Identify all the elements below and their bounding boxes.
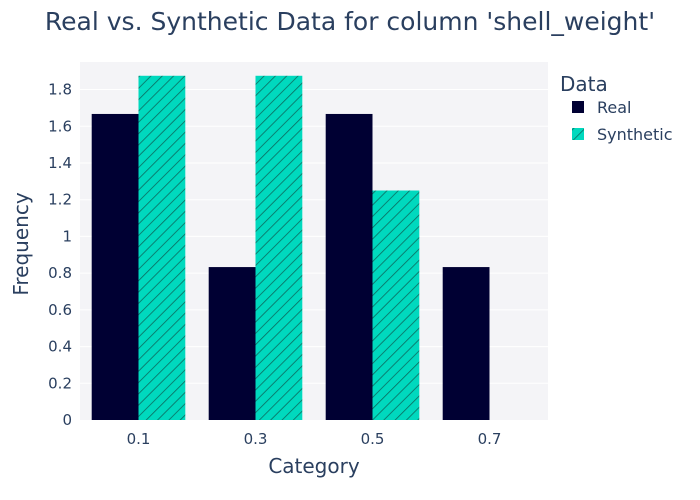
y-tick-label: 1.8 <box>48 81 72 99</box>
legend-label-real: Real <box>597 98 632 117</box>
y-tick-label: 0.4 <box>48 338 72 356</box>
y-tick-label: 1.6 <box>48 117 72 135</box>
x-tick-label: 0.1 <box>127 430 151 448</box>
x-tick-label: 0.5 <box>361 430 385 448</box>
y-tick-label: 0.8 <box>48 264 72 282</box>
x-axis-title: Category <box>268 454 360 478</box>
bar-real-0.1 <box>91 113 139 420</box>
y-axis-title: Frequency <box>9 192 33 295</box>
x-tick-label: 0.7 <box>478 430 502 448</box>
legend-title: Data <box>560 72 608 96</box>
y-tick-label: 0.2 <box>48 374 72 392</box>
y-tick-label: 1.2 <box>48 191 72 209</box>
y-axis-ticks: 0 0.2 0.4 0.6 0.8 1 1.2 1.4 1.6 1.8 <box>48 81 72 429</box>
legend-swatch-real <box>572 101 584 113</box>
bar-synthetic-0.1 <box>138 75 186 421</box>
bar-real-0.5 <box>325 113 373 420</box>
y-tick-label: 1.4 <box>48 154 72 172</box>
legend: Data Real Synthetic <box>560 72 673 144</box>
chart-title: Real vs. Synthetic Data for column 'shel… <box>45 7 655 36</box>
x-axis-ticks: 0.1 0.3 0.5 0.7 <box>127 430 502 448</box>
legend-label-synthetic: Synthetic <box>597 125 673 144</box>
bar-real-0.3 <box>208 267 256 420</box>
x-tick-label: 0.3 <box>244 430 268 448</box>
y-tick-label: 0.6 <box>48 301 72 319</box>
bar-synthetic-0.3 <box>255 75 303 421</box>
bar-synthetic-0.5 <box>372 190 420 420</box>
bar-real-0.7 <box>442 267 490 420</box>
y-tick-label: 1 <box>62 227 72 245</box>
legend-swatch-synthetic <box>572 128 584 140</box>
bars <box>91 75 490 421</box>
y-tick-label: 0 <box>62 411 72 429</box>
